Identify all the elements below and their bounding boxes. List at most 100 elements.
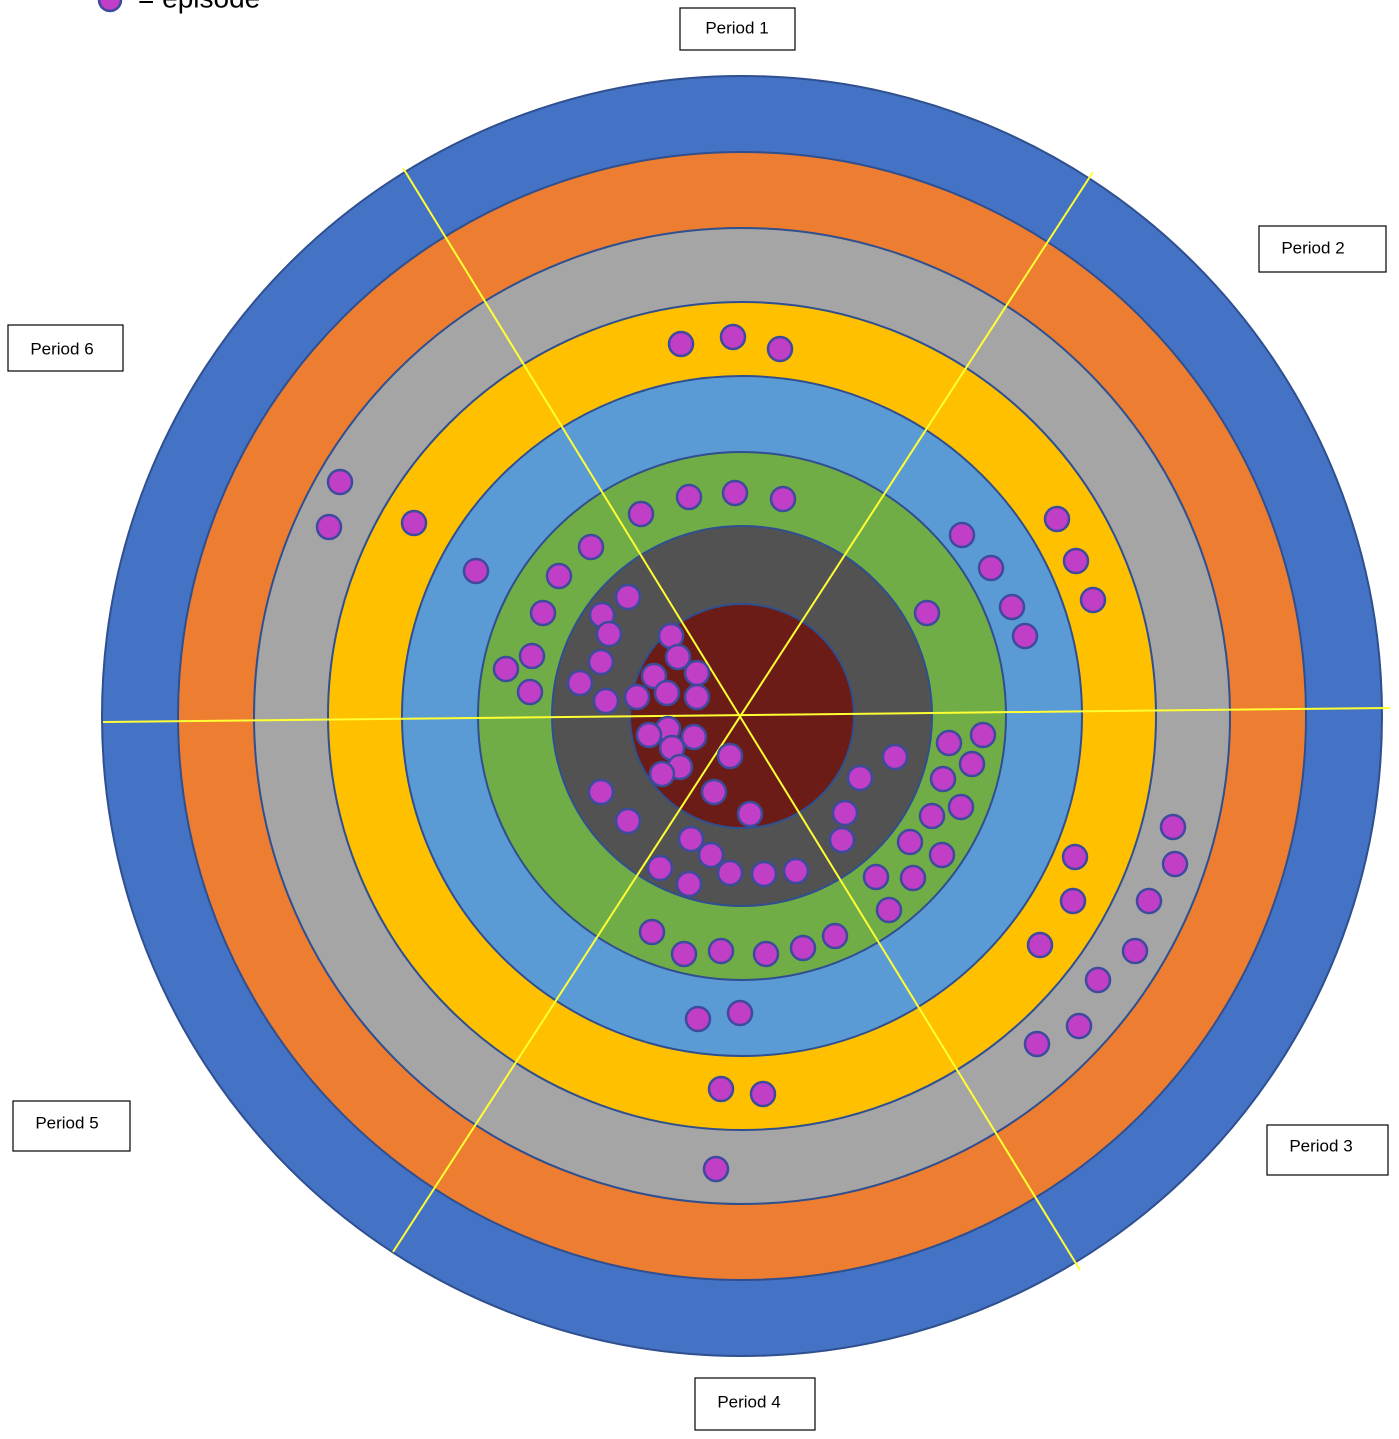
episode-dot [326, 468, 354, 496]
episode-dot [935, 729, 963, 757]
period-label: Period 5 [12, 1100, 131, 1152]
episode-dot [315, 513, 343, 541]
episode-dot [998, 593, 1026, 621]
episode-dot [977, 554, 1005, 582]
period-text: Period 6 [30, 339, 93, 358]
episode-dot [782, 857, 810, 885]
episode-dot [683, 659, 711, 687]
episode-dot [670, 940, 698, 968]
episode-dot [789, 934, 817, 962]
episode-dot [947, 793, 975, 821]
episode-dot [1121, 937, 1149, 965]
episode-dot [752, 940, 780, 968]
episode-dot [1011, 622, 1039, 650]
episode-dot [566, 669, 594, 697]
divider [392, 171, 1094, 1253]
episode-dot [875, 896, 903, 924]
episode-dot [587, 648, 615, 676]
episode-dot [400, 509, 428, 537]
legend-label: = episode [138, 0, 260, 13]
episode-dot [684, 1005, 712, 1033]
episode-dot [1065, 1012, 1093, 1040]
episode-dot [929, 765, 957, 793]
episode-dot [1023, 1030, 1051, 1058]
episode-dot [683, 683, 711, 711]
period-text: Period 1 [705, 18, 768, 37]
episode-dot [677, 825, 705, 853]
episode-dot [529, 599, 557, 627]
episode-dot [653, 679, 681, 707]
episode-dot [635, 721, 663, 749]
episode-dot [913, 599, 941, 627]
episode-dot [492, 655, 520, 683]
episode-dot [1026, 931, 1054, 959]
episode-dot [750, 860, 778, 888]
episode-dot [680, 723, 708, 751]
episode-dot [881, 743, 909, 771]
episode-dot [675, 483, 703, 511]
dividers [102, 167, 1391, 1271]
episode-dot [545, 562, 573, 590]
period-text: Period 2 [1281, 238, 1344, 257]
episode-dot [726, 999, 754, 1027]
period-label: Period 1 [679, 7, 796, 51]
episode-dot [969, 721, 997, 749]
episode-dot [675, 870, 703, 898]
episode-dot [614, 807, 642, 835]
episode-dot [587, 778, 615, 806]
period-label: Period 6 [7, 324, 124, 372]
episode-dot [648, 760, 676, 788]
legend-dot [97, 0, 123, 13]
episode-dot [627, 500, 655, 528]
episode-dot [828, 826, 856, 854]
episodes [315, 323, 1189, 1183]
episode-dot [721, 479, 749, 507]
episode-dot [918, 802, 946, 830]
episode-dot [716, 859, 744, 887]
episode-dot [707, 937, 735, 965]
episode-dot [592, 687, 620, 715]
episode-dot [638, 918, 666, 946]
episode-dot [766, 335, 794, 363]
period-label: Period 4 [694, 1377, 816, 1431]
period-text: Period 5 [35, 1113, 98, 1132]
episode-dot [518, 642, 546, 670]
episode-dot [862, 863, 890, 891]
episode-dot [896, 828, 924, 856]
episode-dot [1079, 586, 1107, 614]
episode-dot [749, 1080, 777, 1108]
episode-dot [899, 864, 927, 892]
episode-dot [716, 742, 744, 770]
episode-dot [846, 764, 874, 792]
episode-dot [958, 750, 986, 778]
episode-dot [1062, 547, 1090, 575]
period-label: Period 3 [1266, 1124, 1389, 1176]
episode-dot [646, 854, 674, 882]
episode-dot [1043, 505, 1071, 533]
episode-dot [1135, 887, 1163, 915]
episode-dot [769, 485, 797, 513]
episode-dot [1159, 813, 1187, 841]
episode-dot [667, 330, 695, 358]
divider [102, 707, 1391, 723]
episode-dot [831, 799, 859, 827]
episode-dot [702, 1155, 730, 1183]
episode-dot [707, 1075, 735, 1103]
episode-dot [736, 800, 764, 828]
episode-dot [697, 841, 725, 869]
episode-dot [1059, 887, 1087, 915]
episode-dot [928, 841, 956, 869]
period-text: Period 3 [1289, 1136, 1352, 1155]
episode-dot [948, 521, 976, 549]
episode-dot [577, 533, 605, 561]
episode-dot [700, 778, 728, 806]
legend: = episode [97, 0, 260, 13]
episode-dot [516, 678, 544, 706]
episode-dot [595, 620, 623, 648]
episode-dot [719, 323, 747, 351]
episode-dot [1161, 850, 1189, 878]
episode-dot [664, 643, 692, 671]
episode-dot [623, 683, 651, 711]
